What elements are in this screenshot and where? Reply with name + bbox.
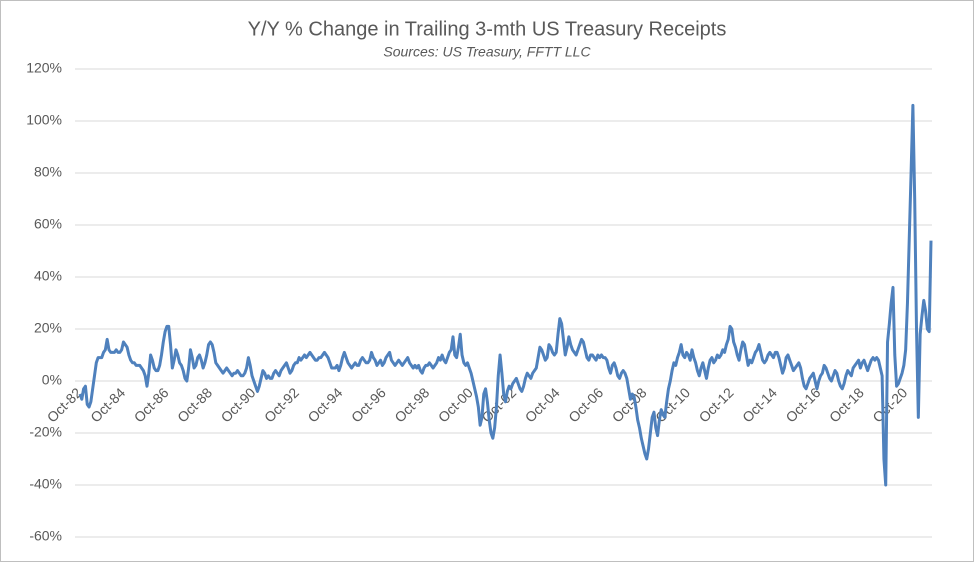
y-tick-label: 80% <box>34 164 62 180</box>
chart-subtitle: Sources: US Treasury, FFTT LLC <box>383 44 591 60</box>
y-tick-label: 100% <box>26 112 62 128</box>
y-tick-label: -60% <box>29 528 62 544</box>
y-tick-label: -40% <box>29 476 62 492</box>
y-tick-label: 20% <box>34 320 62 336</box>
y-tick-label: -20% <box>29 424 62 440</box>
data-line <box>78 103 933 487</box>
y-tick-label: 120% <box>26 60 62 76</box>
y-tick-label: 0% <box>42 372 62 388</box>
y-tick-label: 60% <box>34 216 62 232</box>
chart-title: Y/Y % Change in Trailing 3-mth US Treasu… <box>248 18 727 40</box>
y-tick-label: 40% <box>34 268 62 284</box>
